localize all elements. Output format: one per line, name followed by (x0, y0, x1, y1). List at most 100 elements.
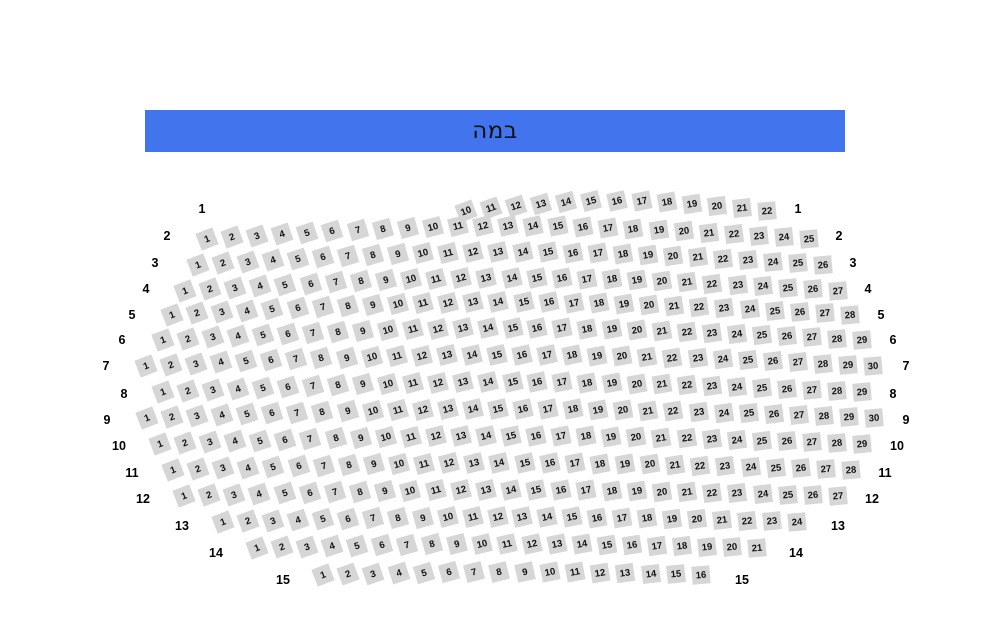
seat[interactable]: 5 (345, 534, 369, 557)
seat[interactable]: 10 (421, 215, 444, 239)
seat[interactable]: 27 (787, 352, 808, 373)
seat[interactable]: 3 (210, 300, 234, 324)
seat[interactable]: 21 (731, 198, 752, 219)
seat[interactable]: 13 (463, 452, 486, 474)
seat[interactable]: 12 (426, 371, 449, 394)
seat[interactable]: 13 (615, 563, 636, 584)
seat[interactable]: 22 (676, 428, 697, 449)
seat[interactable]: 23 (727, 274, 748, 296)
seat[interactable]: 16 (525, 425, 547, 447)
seat[interactable]: 15 (525, 479, 547, 501)
seat[interactable]: 17 (646, 535, 668, 556)
seat[interactable]: 21 (636, 346, 658, 368)
seat[interactable]: 6 (321, 219, 344, 243)
seat[interactable]: 21 (651, 373, 673, 395)
seat[interactable]: 6 (370, 533, 394, 557)
seat[interactable]: 7 (301, 374, 325, 398)
seat[interactable]: 5 (262, 455, 285, 479)
seat[interactable]: 15 (487, 398, 509, 420)
seat[interactable]: 12 (589, 562, 611, 584)
seat[interactable]: 9 (335, 346, 358, 369)
seat[interactable]: 2 (185, 301, 209, 326)
seat[interactable]: 8 (349, 270, 373, 293)
seat[interactable]: 7 (311, 295, 334, 318)
seat[interactable]: 8 (488, 561, 511, 583)
seat[interactable]: 7 (299, 427, 322, 451)
seat[interactable]: 18 (588, 292, 610, 314)
seat[interactable]: 13 (462, 291, 485, 314)
seat[interactable]: 22 (662, 347, 683, 368)
seat[interactable]: 11 (461, 506, 484, 529)
seat[interactable]: 22 (663, 400, 684, 422)
seat[interactable]: 9 (396, 216, 419, 239)
seat[interactable]: 25 (799, 229, 819, 249)
seat[interactable]: 7 (346, 218, 369, 242)
seat[interactable]: 14 (512, 241, 534, 263)
seat[interactable]: 28 (840, 305, 860, 325)
seat[interactable]: 10 (539, 561, 561, 583)
seat[interactable]: 20 (706, 195, 727, 217)
seat[interactable]: 16 (512, 398, 534, 420)
seat[interactable]: 4 (210, 403, 234, 427)
seat[interactable]: 20 (651, 481, 673, 502)
seat[interactable]: 22 (702, 482, 723, 503)
seat[interactable]: 6 (298, 481, 322, 504)
seat[interactable]: 13 (435, 344, 458, 367)
seat[interactable]: 20 (626, 319, 648, 341)
seat[interactable]: 19 (626, 480, 648, 502)
seat[interactable]: 8 (324, 427, 347, 450)
seat[interactable]: 21 (663, 295, 685, 316)
seat[interactable]: 11 (437, 241, 459, 264)
seat[interactable]: 19 (586, 345, 608, 367)
seat[interactable]: 23 (687, 348, 708, 369)
seat[interactable]: 21 (676, 481, 698, 503)
seat[interactable]: 8 (310, 347, 333, 370)
seat[interactable]: 14 (500, 267, 523, 289)
seat[interactable]: 14 (487, 291, 510, 313)
seat[interactable]: 4 (320, 534, 344, 558)
seat[interactable]: 21 (712, 509, 733, 531)
seat[interactable]: 17 (576, 268, 598, 290)
seat[interactable]: 1 (135, 406, 159, 430)
seat[interactable]: 5 (311, 508, 335, 531)
seat[interactable]: 11 (425, 267, 448, 290)
seat[interactable]: 6 (260, 401, 284, 425)
seat[interactable]: 29 (852, 382, 872, 402)
seat[interactable]: 4 (226, 324, 250, 348)
seat[interactable]: 3 (198, 430, 222, 454)
seat[interactable]: 1 (195, 227, 219, 251)
seat[interactable]: 15 (512, 291, 535, 313)
seat[interactable]: 20 (612, 399, 634, 421)
seat[interactable]: 20 (673, 220, 694, 242)
seat[interactable]: 15 (500, 425, 522, 447)
seat[interactable]: 26 (763, 404, 784, 425)
seat[interactable]: 5 (412, 561, 436, 584)
seat[interactable]: 19 (614, 453, 636, 475)
seat[interactable]: 13 (474, 479, 497, 501)
seat[interactable]: 19 (626, 269, 648, 291)
seat[interactable]: 8 (361, 243, 385, 267)
seat[interactable]: 18 (562, 398, 584, 420)
seat[interactable]: 24 (752, 276, 773, 297)
seat[interactable]: 19 (587, 399, 609, 421)
seat[interactable]: 3 (222, 483, 246, 507)
seat[interactable]: 10 (387, 452, 411, 476)
seat[interactable]: 6 (287, 454, 310, 478)
seat[interactable]: 16 (550, 479, 572, 501)
seat[interactable]: 12 (486, 506, 509, 528)
seat[interactable]: 17 (551, 371, 574, 393)
seat[interactable]: 19 (697, 536, 717, 557)
seat[interactable]: 7 (285, 348, 308, 371)
seat[interactable]: 5 (286, 247, 310, 271)
seat[interactable]: 17 (551, 317, 574, 339)
seat[interactable]: 5 (251, 376, 275, 400)
seat[interactable]: 17 (550, 425, 572, 447)
seat[interactable]: 13 (530, 192, 553, 216)
seat[interactable]: 7 (395, 533, 419, 556)
seat[interactable]: 20 (625, 426, 647, 448)
seat[interactable]: 15 (486, 344, 508, 366)
seat[interactable]: 12 (462, 241, 484, 264)
seat[interactable]: 9 (361, 293, 385, 316)
seat[interactable]: 7 (336, 244, 360, 268)
seat[interactable]: 8 (337, 453, 360, 477)
